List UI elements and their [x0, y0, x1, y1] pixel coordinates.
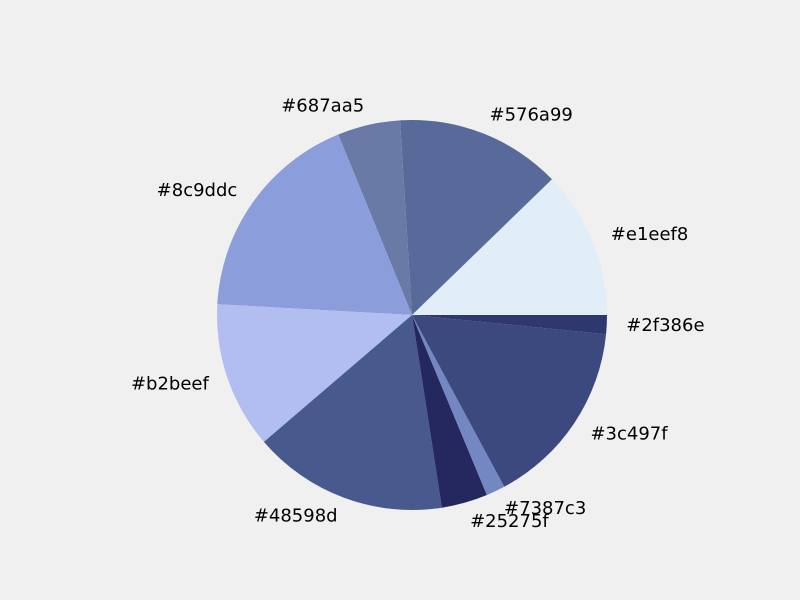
pie-slice-1	[399, 120, 552, 316]
pie-slice-label-2: #687aa5	[281, 95, 364, 116]
pie-slice-label-8: #3c497f	[590, 424, 668, 445]
pie-slice-label-9: #2f386e	[626, 315, 704, 336]
pie-slice-4	[216, 304, 412, 442]
pie-slice-7	[412, 315, 505, 496]
pie-slice-label-1: #576a99	[489, 104, 572, 125]
pie-slice-label-6: #25275f	[470, 511, 549, 532]
pie-slice-0	[412, 179, 607, 315]
pie-slice-2	[338, 120, 412, 316]
pie-slice-label-4: #b2beef	[131, 373, 210, 394]
pie-labels: #e1eef8 #576a99 #687aa5 #8c9ddc #b2beef #4859…	[131, 95, 705, 532]
pie-slice-3	[217, 134, 412, 315]
pie-slice-label-7: #7387c3	[504, 498, 586, 519]
pie-slice-5	[263, 315, 442, 510]
pie-slice-label-0: #e1eef8	[611, 224, 689, 245]
pie-slice-label-3: #8c9ddc	[157, 180, 238, 201]
pie-slices	[216, 120, 607, 510]
pie-slice-8	[412, 315, 607, 487]
pie-slice-label-5: #48598d	[254, 506, 338, 527]
pie-slice-6	[412, 315, 487, 508]
pie-slice-9	[412, 315, 607, 335]
